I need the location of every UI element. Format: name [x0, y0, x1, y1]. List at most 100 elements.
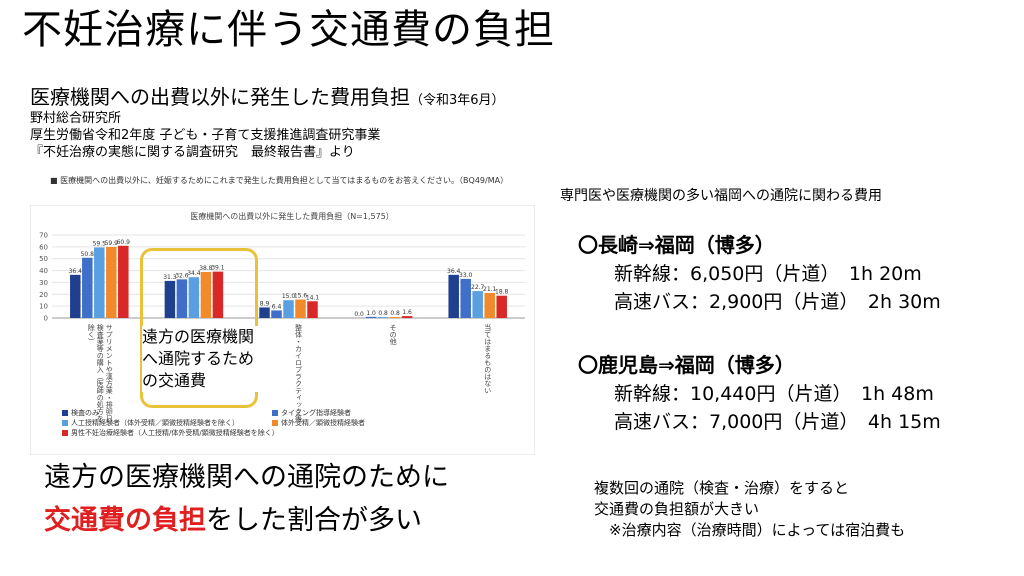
data-label: 15.0 [282, 293, 296, 300]
subtitle-date: （令和3年6月） [410, 93, 505, 108]
data-label: 33.0 [459, 272, 473, 279]
legend-swatch [272, 410, 278, 416]
bar [188, 277, 200, 318]
chart-legend: 検査のみ タイミング指導経験者人工授精経験者（体外受精／顕微授精経験者を除く） 体外… [62, 409, 482, 449]
data-label: 50.8 [81, 251, 95, 258]
route-nagasaki-shinkansen: 新幹線：6,050円（片道） 1h 20m [614, 263, 922, 285]
data-label: 14.1 [306, 294, 320, 301]
data-label: 21.1 [483, 286, 497, 293]
category-label: サプリメントや漢方薬・排卵日 [105, 324, 113, 423]
y-tick-label: 50 [39, 255, 48, 263]
data-label: 0.8 [378, 310, 388, 317]
legend-label: 人工授精経験者（体外受精／顕微授精経験者を除く） [71, 419, 239, 427]
data-label: 22.7 [471, 284, 485, 291]
right-heading: 専門医や医療機関の多い福岡への通院に関わる費用 [560, 188, 882, 204]
legend-label: タイミング指導経験者 [281, 409, 351, 417]
bar [70, 274, 81, 318]
bar [212, 271, 224, 318]
data-label: 39.1 [211, 265, 225, 272]
data-label: 8.9 [260, 300, 270, 307]
bar [94, 247, 105, 318]
bar [295, 299, 306, 318]
legend-item: 男性不妊治療経験者（人工授精/体外受精/顕微授精経験者を除く） [62, 429, 279, 438]
route-title-nagasaki: 〇長崎⇒福岡（博多） [578, 233, 775, 257]
bar [460, 278, 471, 318]
bar [82, 257, 93, 318]
legend-swatch [62, 420, 68, 426]
bar [448, 274, 459, 318]
data-label: 36.4 [447, 268, 461, 275]
chart-subtitle: 医療機関への出費以外に発生した費用負担（令和3年6月） [30, 84, 505, 114]
y-tick-label: 60 [39, 243, 48, 251]
source-line-1: 野村総合研究所 [30, 111, 122, 126]
data-label: 31.3 [163, 274, 177, 281]
data-label: 0.8 [390, 310, 400, 317]
y-tick-label: 30 [39, 279, 48, 287]
route-title-kagoshima: 〇鹿児島⇒福岡（博多） [578, 353, 795, 377]
legend-swatch [272, 420, 278, 426]
survey-question: ■ 医療機関への出費以外に、妊娠するためにこれまで発生した費用負担として当てはま… [50, 176, 509, 185]
y-tick-label: 40 [39, 267, 48, 275]
legend-item: 体外受精／顕微授精経験者 [272, 419, 365, 428]
conclusion-line-2: 交通費の負担をした割合が多い [44, 503, 422, 539]
legend-label: 体外受精／顕微授精経験者 [281, 419, 365, 427]
bar [271, 310, 282, 318]
data-label: 32.6 [175, 272, 189, 279]
route-kagoshima-bus: 高速バス：7,000円（片道） 4h 15m [614, 411, 941, 433]
legend-item: 人工授精経験者（体外受精／顕微授精経験者を除く） [62, 419, 239, 428]
data-label: 38.8 [199, 265, 213, 272]
data-label: 18.8 [495, 289, 509, 296]
data-label: 6.4 [272, 303, 282, 310]
legend-swatch [62, 430, 68, 436]
bar [307, 301, 318, 318]
bar [283, 300, 294, 318]
category-label: 検査薬等の購入（医師の処方を [96, 323, 104, 422]
data-label: 34.4 [187, 270, 201, 277]
bar [176, 279, 188, 318]
bar-chart: 医療機関への出費以外に発生した費用負担（N=1,575） 0 10 20 30 40 50… [30, 205, 535, 455]
bar [472, 291, 483, 318]
bar [389, 317, 401, 318]
conclusion-emphasis: 交通費の負担 [44, 505, 206, 536]
slide-title: 不妊治療に伴う交通費の負担 [22, 7, 555, 53]
note-line-2: 交通費の負担額が大きい [594, 500, 760, 518]
data-label: 1.0 [366, 310, 376, 317]
legend-item: 検査のみ [62, 409, 99, 418]
bar [365, 316, 377, 318]
bar [484, 292, 495, 318]
data-label: 36.4 [69, 268, 83, 275]
data-label: 15.6 [294, 293, 308, 300]
chart-title: 医療機関への出費以外に発生した費用負担（N=1,575） [190, 211, 394, 221]
conclusion-line-1: 遠方の医療機関への通院のために [44, 462, 449, 493]
y-tick-label: 20 [39, 291, 48, 299]
bar [496, 295, 507, 318]
category-label: 除く） [87, 323, 95, 345]
bar [164, 280, 176, 318]
y-tick-label: 70 [39, 232, 48, 240]
legend-item: タイミング指導経験者 [272, 409, 351, 418]
source-line-2: 厚生労働省令和2年度 子ども・子育て支援推進調査研究事業 [30, 128, 381, 143]
category-label: 当てはまるものはない [484, 323, 492, 394]
y-tick-label: 10 [39, 303, 48, 311]
bar [401, 316, 413, 318]
legend-swatch [62, 410, 68, 416]
subtitle-text: 医療機関への出費以外に発生した費用負担 [30, 85, 410, 109]
data-label: 60.9 [117, 239, 131, 246]
bar [377, 317, 389, 318]
bar [259, 307, 270, 318]
conclusion-rest: をした割合が多い [206, 505, 422, 536]
bar [200, 271, 212, 318]
legend-label: 男性不妊治療経験者（人工授精/体外受精/顕微授精経験者を除く） [71, 429, 279, 437]
source-line-3: 『不妊治療の実態に関する調査研究 最終報告書』より [30, 145, 355, 160]
bar [118, 245, 129, 318]
data-label: 0.0 [354, 311, 364, 318]
legend-label: 検査のみ [71, 409, 99, 417]
note-line-3: ※治療内容（治療時間）によっては宿泊費も [594, 521, 906, 539]
route-nagasaki-bus: 高速バス：2,900円（片道） 2h 30m [614, 291, 941, 313]
data-label: 59.9 [105, 240, 119, 247]
data-label: 59.5 [93, 240, 107, 247]
route-kagoshima-shinkansen: 新幹線：10,440円（片道） 1h 48m [614, 383, 934, 405]
note-line-1: 複数回の通院（検査・治療）をすると [594, 479, 850, 497]
highlight-label: 遠方の医療機関へ通院するための交通費 [142, 326, 260, 392]
category-label: その他 [389, 324, 397, 346]
